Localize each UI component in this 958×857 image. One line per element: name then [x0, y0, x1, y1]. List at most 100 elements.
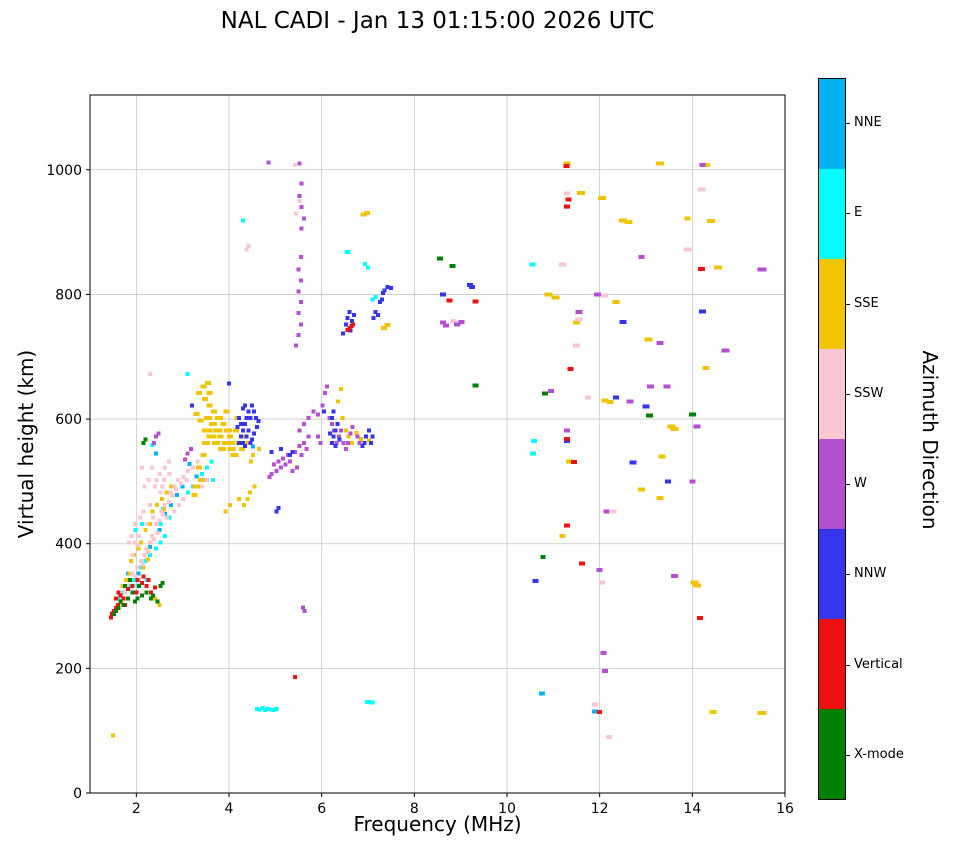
data-point-ssw — [195, 459, 200, 464]
data-point-ssw — [294, 211, 299, 216]
data-point-sse — [656, 496, 664, 501]
data-point-e — [368, 700, 375, 705]
colorbar-segment-ssw — [819, 349, 845, 439]
data-point-ssw — [178, 481, 183, 486]
data-point-ssw — [559, 262, 567, 267]
data-point-nnw — [379, 297, 384, 302]
data-point-ssw — [683, 247, 692, 252]
data-point-ssw — [167, 471, 172, 476]
data-point-sse — [243, 440, 250, 445]
data-point-nnw — [240, 428, 245, 433]
data-point-sse — [159, 496, 164, 501]
x-tick-label: 12 — [591, 801, 609, 817]
data-point-ssw — [138, 559, 143, 564]
data-point-ssw — [176, 478, 181, 483]
data-point-w — [346, 440, 351, 445]
data-point-nnw — [348, 328, 353, 333]
data-point-sse — [220, 422, 227, 427]
data-point-nnw — [380, 291, 385, 296]
data-point-vertical — [116, 590, 121, 595]
data-point-w — [671, 574, 679, 579]
data-point-vertical — [144, 584, 149, 589]
data-point-vertical — [563, 164, 570, 169]
data-point-sse — [359, 437, 364, 442]
data-point-e — [167, 515, 172, 520]
data-point-sse — [644, 337, 653, 342]
data-point-ssw — [592, 702, 599, 707]
data-point-w — [297, 161, 302, 166]
data-point-sse — [157, 602, 162, 607]
data-point-w — [189, 446, 194, 451]
data-point-sse — [155, 503, 160, 508]
data-point-vertical — [139, 580, 144, 585]
data-point-nnw — [227, 381, 231, 386]
data-point-w — [290, 468, 295, 473]
data-point-sse — [559, 534, 566, 539]
data-point-x-mode — [125, 596, 130, 601]
data-point-w — [295, 465, 300, 470]
data-point-e — [363, 261, 368, 266]
data-point-sse — [335, 399, 340, 404]
data-point-x-mode — [130, 590, 135, 595]
data-point-sse — [232, 428, 239, 433]
data-point-nnw — [252, 409, 257, 414]
data-point-sse — [713, 265, 722, 270]
data-point-ssw — [154, 478, 159, 483]
data-point-ssw — [168, 490, 173, 495]
colorbar-tick-label: NNE — [854, 115, 882, 130]
data-point-e — [158, 521, 163, 526]
data-point-sse — [257, 446, 262, 451]
data-point-sse — [211, 409, 218, 414]
colorbar-segment-sse — [819, 259, 845, 349]
data-point-vertical — [564, 437, 571, 442]
data-point-e — [529, 451, 536, 456]
data-point-ssw — [297, 198, 302, 203]
data-point-w — [281, 456, 286, 461]
data-point-ssw — [150, 465, 155, 470]
data-point-w — [298, 322, 303, 327]
data-point-w — [302, 216, 307, 221]
data-point-x-mode — [132, 599, 137, 604]
colorbar-tick — [846, 394, 850, 395]
data-point-sse — [204, 415, 213, 420]
data-point-w — [318, 440, 323, 445]
data-point-e — [132, 577, 137, 582]
data-point-w — [294, 343, 299, 348]
data-point-vertical — [113, 596, 118, 601]
data-point-vertical — [564, 523, 571, 528]
data-point-w — [757, 267, 767, 272]
data-point-w — [575, 309, 583, 314]
data-point-nnw — [242, 403, 247, 408]
data-point-sse — [214, 415, 223, 420]
data-point-nnw — [248, 415, 253, 420]
data-point-w — [339, 428, 344, 433]
data-point-e — [344, 250, 351, 255]
data-point-sse — [618, 218, 627, 223]
data-point-nnw — [385, 284, 390, 289]
data-point-ssw — [138, 515, 143, 520]
data-point-w — [296, 289, 301, 294]
data-point-sse — [601, 398, 609, 403]
data-point-nnw — [629, 460, 637, 465]
data-point-sse — [198, 478, 207, 483]
data-point-nnw — [340, 331, 345, 336]
data-point-w — [329, 422, 334, 427]
data-point-x-mode — [127, 577, 132, 582]
data-point-sse — [221, 440, 230, 445]
data-point-w — [638, 255, 645, 260]
data-point-nnw — [256, 418, 261, 423]
data-point-w — [593, 292, 601, 297]
data-point-sse — [702, 162, 711, 167]
data-point-ssw — [137, 534, 142, 539]
data-point-nne — [136, 571, 141, 576]
data-point-e — [210, 478, 215, 483]
data-point-e — [260, 706, 265, 711]
data-point-w — [602, 668, 609, 673]
data-point-nnw — [189, 403, 194, 408]
data-point-ssw — [130, 552, 135, 557]
data-point-w — [596, 567, 603, 572]
data-point-sse — [340, 415, 345, 420]
data-point-nne — [251, 444, 256, 449]
data-point-x-mode — [112, 612, 117, 617]
